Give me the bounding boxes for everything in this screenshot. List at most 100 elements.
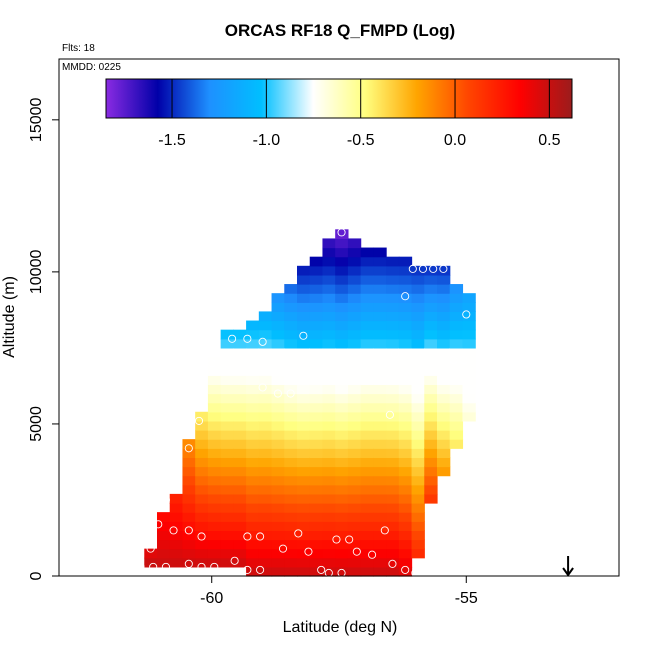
heatmap-cell xyxy=(411,284,425,294)
heatmap-cell xyxy=(258,557,273,568)
heatmap-cell xyxy=(258,548,273,559)
heatmap-cell xyxy=(157,557,171,568)
heatmap-cell xyxy=(411,402,425,413)
heatmap-cell xyxy=(297,521,311,531)
heatmap-cell xyxy=(449,311,464,322)
heatmap-cell xyxy=(411,274,425,285)
heatmap-cell xyxy=(309,293,324,303)
heatmap-cell xyxy=(284,566,298,577)
heatmap-cell xyxy=(373,493,387,504)
sample-point xyxy=(172,471,181,480)
heatmap-cell xyxy=(322,411,336,422)
heatmap-cell xyxy=(169,503,184,513)
heatmap-cell xyxy=(462,411,476,422)
heatmap-cell xyxy=(449,347,464,358)
heatmap-cell xyxy=(309,311,324,322)
heatmap-cell xyxy=(335,293,349,303)
sample-point xyxy=(304,547,313,556)
heatmap-cell xyxy=(220,357,234,367)
heatmap-cell xyxy=(309,539,324,550)
heatmap-cell xyxy=(398,503,413,513)
sample-point xyxy=(286,389,295,398)
heatmap-cell xyxy=(220,484,234,495)
heatmap-cell xyxy=(386,302,400,313)
heatmap-cell xyxy=(386,448,400,458)
heatmap-cell xyxy=(297,375,311,386)
heatmap-cell xyxy=(233,439,247,449)
heatmap-cell xyxy=(437,439,451,449)
heatmap-cell xyxy=(347,320,362,331)
heatmap-cell xyxy=(411,393,425,404)
heatmap-cell xyxy=(449,320,464,331)
sample-point xyxy=(149,562,158,571)
heatmap-cell xyxy=(424,347,438,358)
heatmap-cell xyxy=(398,420,413,431)
heatmap-cell xyxy=(271,402,285,413)
heatmap-cell xyxy=(347,375,362,386)
heatmap-cell xyxy=(322,274,336,285)
heatmap-cell xyxy=(297,503,311,513)
heatmap-cell xyxy=(284,320,298,331)
heatmap-cell xyxy=(207,357,222,367)
heatmap-cell xyxy=(271,548,285,559)
heatmap-cell xyxy=(437,402,451,413)
heatmap-cell xyxy=(246,548,260,559)
heatmap-cell xyxy=(386,320,400,331)
heatmap-cell xyxy=(220,402,234,413)
heatmap-cell xyxy=(271,466,285,477)
heatmap-cell xyxy=(322,493,336,504)
heatmap-cell xyxy=(360,347,374,358)
heatmap-cell xyxy=(411,411,425,422)
heatmap-cell xyxy=(297,439,311,449)
heatmap-cell xyxy=(271,557,285,568)
heatmap-cell xyxy=(437,329,451,340)
heatmap-cell xyxy=(335,311,349,322)
heatmap-cell xyxy=(424,484,438,495)
heatmap-cell xyxy=(373,320,387,331)
heatmap-cell xyxy=(449,402,464,413)
heatmap-cell xyxy=(322,475,336,486)
heatmap-cell xyxy=(322,357,336,367)
heatmap-cell xyxy=(347,256,362,267)
heatmap-cell xyxy=(347,475,362,486)
heatmap-cell xyxy=(335,521,349,531)
heatmap-cell xyxy=(297,329,311,340)
sample-point xyxy=(408,264,417,273)
heatmap-cell xyxy=(322,265,336,276)
heatmap-cell xyxy=(246,512,260,522)
heatmap-cell xyxy=(437,466,451,477)
x-tick-label: -60 xyxy=(200,590,223,607)
heatmap-cell xyxy=(335,539,349,550)
heatmap-cell xyxy=(182,539,196,550)
heatmap-cell xyxy=(398,393,413,404)
heatmap-cell xyxy=(373,420,387,431)
flights-annotation: Flts: 18 xyxy=(62,43,95,54)
heatmap-cell xyxy=(424,265,438,276)
heatmap-cell xyxy=(271,320,285,331)
x-axis: -60 -55 xyxy=(200,576,478,607)
heatmap-cell xyxy=(437,274,451,285)
heatmap-cell xyxy=(411,475,425,486)
colorbar-tick-label: 0.5 xyxy=(538,132,560,149)
heatmap-cell xyxy=(360,366,374,376)
heatmap-cell xyxy=(398,329,413,340)
heatmap-cell xyxy=(449,411,464,422)
sample-point xyxy=(258,337,267,346)
sample-point xyxy=(161,495,170,505)
heatmap-cell xyxy=(220,521,234,531)
heatmap-cell xyxy=(424,311,438,322)
heatmap-cell xyxy=(373,347,387,358)
heatmap-cell xyxy=(284,493,298,504)
heatmap-cell xyxy=(398,293,413,303)
sample-point xyxy=(337,228,346,237)
heatmap-cell xyxy=(360,411,374,422)
heatmap-cell xyxy=(462,347,476,358)
heatmap-cell xyxy=(309,320,324,331)
heatmap-cell xyxy=(284,302,298,313)
heatmap-cell xyxy=(411,484,425,495)
heatmap-cell xyxy=(373,311,387,322)
heatmap-cell xyxy=(437,311,451,322)
heatmap-cell xyxy=(411,466,425,477)
heatmap-cell xyxy=(322,530,336,541)
